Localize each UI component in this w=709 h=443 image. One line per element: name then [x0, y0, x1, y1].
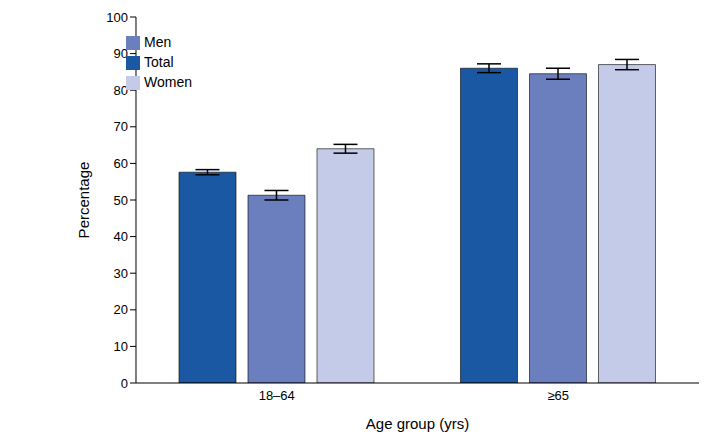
svg-text:18–64: 18–64 — [259, 388, 295, 403]
svg-text:80: 80 — [114, 83, 128, 98]
html-text:Men: Men — [144, 34, 172, 50]
svg-text:20: 20 — [114, 302, 128, 317]
html-text:Women: Women — [144, 74, 192, 90]
svg-text:Percentage: Percentage — [75, 162, 92, 239]
svg-text:100: 100 — [106, 10, 128, 25]
svg-text:0: 0 — [121, 376, 128, 391]
svg-text:40: 40 — [114, 229, 128, 244]
svg-text:90: 90 — [114, 46, 128, 61]
svg-text:10: 10 — [114, 339, 128, 354]
svg-text:Age group (yrs): Age group (yrs) — [366, 415, 469, 432]
svg-text:50: 50 — [114, 193, 128, 208]
svg-text:70: 70 — [114, 119, 128, 134]
html-text:Total: Total — [144, 54, 174, 70]
svg-text:60: 60 — [114, 156, 128, 171]
svg-text:30: 30 — [114, 266, 128, 281]
svg-text:≥65: ≥65 — [547, 388, 569, 403]
